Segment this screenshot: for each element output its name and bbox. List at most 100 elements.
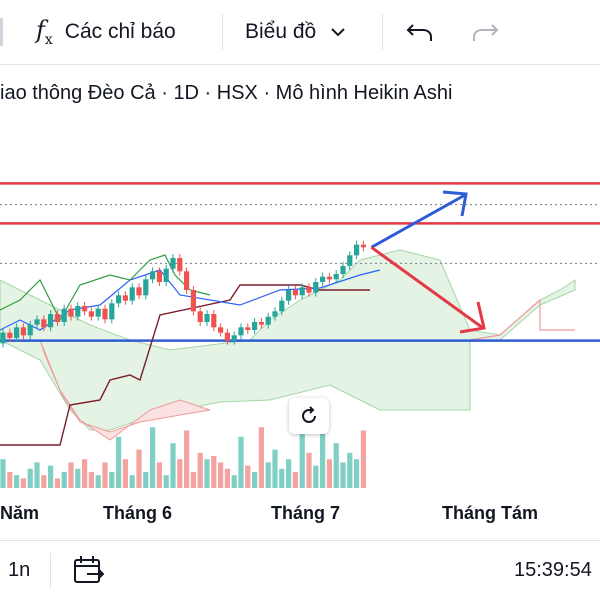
- refresh-icon: [302, 406, 316, 423]
- candle-body: [116, 295, 122, 304]
- volume-bar: [41, 475, 47, 488]
- candle-body: [272, 311, 278, 317]
- volume-bar: [272, 449, 278, 488]
- candle-body: [326, 276, 332, 280]
- candle-body: [245, 327, 251, 330]
- candle-body: [170, 258, 176, 269]
- volume-bar: [340, 462, 346, 488]
- volume-bar: [238, 436, 244, 488]
- candle-body: [252, 322, 258, 330]
- volume-bar: [0, 459, 6, 488]
- axis-label-july: Tháng 7: [271, 503, 341, 523]
- candle-body: [184, 271, 190, 290]
- reset-chart-button[interactable]: [289, 398, 329, 434]
- redo-button[interactable]: [470, 0, 500, 64]
- candle-body: [129, 287, 135, 301]
- volume-bar: [224, 468, 230, 488]
- candle-body: [333, 274, 339, 280]
- candle-body: [88, 311, 94, 317]
- volume-bar: [197, 452, 203, 488]
- candle-body: [68, 308, 74, 317]
- candle-body: [75, 306, 81, 317]
- candle-body: [177, 258, 183, 272]
- candle-body: [292, 290, 298, 296]
- chart-type-dropdown[interactable]: Biểu đồ: [245, 0, 348, 64]
- candle-body: [340, 266, 346, 274]
- candle-body: [354, 244, 360, 256]
- candle-body: [360, 244, 366, 248]
- volume-bar: [211, 456, 217, 488]
- volume-bar: [143, 472, 149, 488]
- symbol-title[interactable]: iao thông Đèo Cả · 1D · HSX · Mô hình He…: [0, 82, 453, 104]
- arrow-up-head: [442, 190, 468, 217]
- volume-bar: [109, 472, 115, 488]
- candle-body: [279, 300, 285, 312]
- volume-bar: [326, 459, 332, 488]
- candle-body: [197, 311, 203, 322]
- interval-label: 1n: [8, 558, 31, 581]
- undo-button[interactable]: [405, 0, 435, 64]
- candle-body: [136, 287, 142, 296]
- candle-body: [61, 308, 67, 322]
- goto-date-button[interactable]: [72, 541, 104, 599]
- price-chart[interactable]: [0, 110, 600, 500]
- candle-body: [163, 268, 169, 282]
- axis-label-year: Năm: [0, 503, 40, 523]
- volume-bar: [75, 468, 81, 488]
- candle-body: [313, 282, 319, 293]
- time-axis[interactable]: Năm Tháng 6 Tháng 7 Tháng Tám: [0, 500, 600, 528]
- candle-body: [143, 279, 149, 296]
- candle-body: [102, 308, 108, 320]
- indicators-button[interactable]: fx Các chỉ báo: [36, 0, 176, 64]
- candle-body: [190, 290, 196, 312]
- volume-bar: [129, 475, 135, 488]
- candle-body: [34, 319, 40, 325]
- volume-bar: [156, 462, 162, 488]
- candle-body: [156, 271, 162, 282]
- volume-bar: [88, 472, 94, 488]
- volume-bar: [252, 472, 258, 488]
- volume-bar: [170, 443, 176, 488]
- volume-bar: [231, 475, 237, 488]
- toolbar-divider: [222, 14, 223, 50]
- volume-bar: [34, 462, 40, 488]
- candle-body: [27, 324, 33, 336]
- candle-body: [54, 314, 60, 322]
- candle-body: [82, 306, 88, 312]
- clock-time: 15:39:54: [514, 558, 592, 581]
- axis-label-june: Tháng 6: [103, 503, 173, 523]
- volume-bar: [286, 459, 292, 488]
- candle-body: [41, 319, 47, 328]
- volume-bar: [68, 462, 74, 488]
- volume-bar: [292, 472, 298, 488]
- volume-bar: [184, 430, 190, 488]
- candle-body: [218, 327, 224, 333]
- clock[interactable]: 15:39:54: [514, 541, 592, 599]
- top-toolbar: fx Các chỉ báo Biểu đồ: [0, 0, 600, 65]
- candle-body: [258, 322, 264, 325]
- candle-body: [7, 332, 13, 338]
- volume-bar: [204, 459, 210, 488]
- volume-bar: [333, 443, 339, 488]
- volume-bar: [14, 475, 20, 488]
- indicators-label: Các chỉ báo: [64, 20, 176, 43]
- volume-bar: [95, 475, 101, 488]
- toolbar-divider: [382, 14, 383, 50]
- arrow-down-head: [459, 301, 486, 334]
- candle-body: [0, 332, 6, 344]
- volume-bar: [354, 459, 360, 488]
- candle-body: [299, 287, 305, 296]
- calendar-goto-icon: [74, 556, 104, 583]
- volume-bar: [190, 472, 196, 488]
- indicator-lines: [0, 254, 381, 446]
- volume-bar: [279, 468, 285, 488]
- volume-bar: [20, 478, 26, 488]
- volume-bar: [306, 452, 312, 488]
- arrow-up-line: [370, 193, 466, 249]
- candle-body: [231, 335, 237, 341]
- axis-label-august: Tháng Tám: [442, 503, 539, 523]
- ichimoku-cloud: [0, 249, 576, 441]
- candle-body: [286, 290, 292, 301]
- candle-body: [265, 316, 271, 325]
- interval-button[interactable]: 1n: [8, 541, 30, 599]
